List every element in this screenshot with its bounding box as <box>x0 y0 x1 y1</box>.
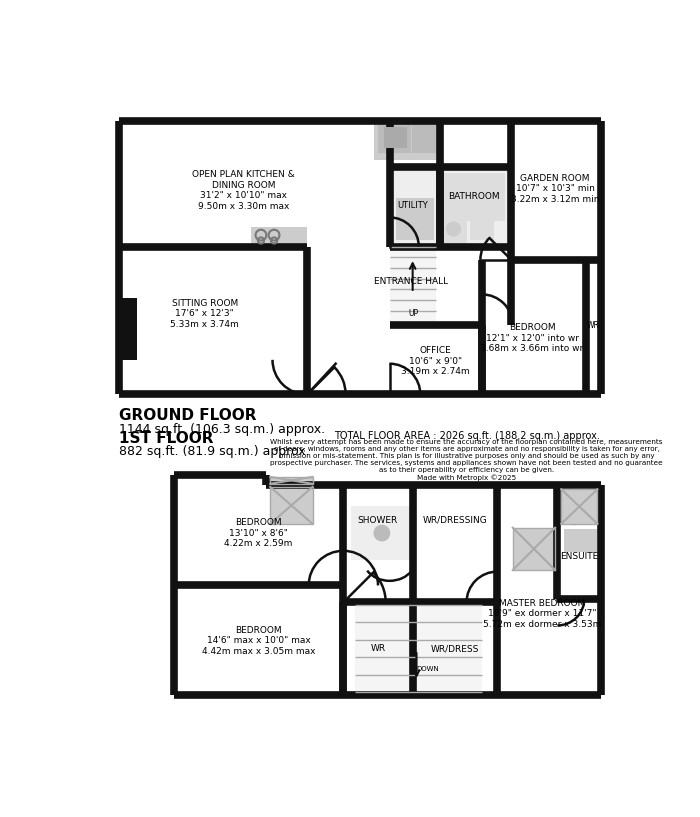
Bar <box>118 247 307 395</box>
Bar <box>413 485 497 602</box>
Text: UTILITY: UTILITY <box>398 201 428 210</box>
Text: BEDROOM
12'1" x 12'0" into wr
3.68m x 3.66m into wr: BEDROOM 12'1" x 12'0" into wr 3.68m x 3.… <box>480 324 584 353</box>
Bar <box>564 529 598 552</box>
Text: BEDROOM
14'6" max x 10'0" max
4.42m max x 3.05m max: BEDROOM 14'6" max x 10'0" max 4.42m max … <box>202 626 316 656</box>
Text: WR/DRESS: WR/DRESS <box>430 644 480 653</box>
Bar <box>512 528 555 570</box>
Bar <box>511 121 601 260</box>
Bar <box>174 586 344 694</box>
Text: WR: WR <box>370 644 386 653</box>
Text: TOTAL FLOOR AREA : 2026 sq.ft. (188.2 sq.m.) approx.: TOTAL FLOOR AREA : 2026 sq.ft. (188.2 sq… <box>334 431 599 440</box>
Bar <box>378 123 411 154</box>
Text: 882 sq.ft. (81.9 sq.m.) approx.: 882 sq.ft. (81.9 sq.m.) approx. <box>118 445 309 458</box>
Bar <box>307 247 389 395</box>
Text: MASTER BEDROOM
18'9" ex dormer x 11'7"
5.72m ex dormer x 3.53m: MASTER BEDROOM 18'9" ex dormer x 11'7" 5… <box>483 599 601 629</box>
Text: OPEN PLAN KITCHEN &
DINING ROOM
31'2" x 10'10" max
9.50m x 3.30m max: OPEN PLAN KITCHEN & DINING ROOM 31'2" x … <box>192 170 295 211</box>
Bar <box>270 477 313 484</box>
Bar <box>118 298 137 359</box>
Bar <box>344 602 413 694</box>
Bar <box>389 247 435 321</box>
Circle shape <box>564 503 585 525</box>
Text: WR: WR <box>587 321 599 330</box>
Text: DOWN: DOWN <box>416 667 440 672</box>
Text: OFFICE
10'6" x 9'0"
3.19m x 2.74m: OFFICE 10'6" x 9'0" 3.19m x 2.74m <box>401 346 470 377</box>
Bar <box>497 485 601 694</box>
Bar <box>482 260 601 395</box>
Text: SITTING ROOM
17'6" x 12'3"
5.33m x 3.74m: SITTING ROOM 17'6" x 12'3" 5.33m x 3.74m <box>170 299 239 328</box>
Bar <box>270 487 313 524</box>
Bar <box>512 528 555 570</box>
Text: ENTRANCE HALL: ENTRANCE HALL <box>374 277 448 286</box>
Text: BEDROOM
13'10" x 8'6"
4.22m x 2.59m: BEDROOM 13'10" x 8'6" 4.22m x 2.59m <box>225 518 293 548</box>
Circle shape <box>360 511 403 555</box>
Bar <box>561 489 598 524</box>
Bar <box>395 199 434 240</box>
Text: ENSUITE: ENSUITE <box>560 551 598 560</box>
Bar <box>413 602 497 694</box>
Text: GROUND FLOOR: GROUND FLOOR <box>118 408 256 423</box>
Bar <box>440 221 466 244</box>
Bar <box>251 227 307 247</box>
Bar <box>374 121 440 159</box>
Text: SHOWER: SHOWER <box>358 516 398 525</box>
Circle shape <box>447 222 461 236</box>
Bar <box>270 487 313 524</box>
Bar <box>470 221 494 240</box>
Bar <box>351 507 413 560</box>
Bar <box>384 127 407 148</box>
Bar <box>561 489 598 524</box>
Bar <box>355 605 482 693</box>
Text: GARDEN ROOM
10'7" x 10'3" min
3.22m x 3.12m min: GARDEN ROOM 10'7" x 10'3" min 3.22m x 3.… <box>511 174 599 203</box>
Bar <box>392 172 438 244</box>
Bar <box>440 170 508 244</box>
Bar <box>344 485 413 602</box>
Bar <box>412 123 438 154</box>
Bar <box>444 172 505 221</box>
Bar <box>118 121 440 247</box>
Bar <box>389 167 440 247</box>
Text: 1ST FLOOR: 1ST FLOOR <box>118 431 213 446</box>
Bar <box>174 485 344 586</box>
Text: UP: UP <box>408 309 419 318</box>
Text: Whilst every attempt has been made to ensure the accuracy of the floorplan conta: Whilst every attempt has been made to en… <box>270 440 663 481</box>
Circle shape <box>374 525 389 541</box>
Text: BATHROOM: BATHROOM <box>449 192 500 201</box>
Bar <box>440 167 511 247</box>
Bar <box>389 325 482 395</box>
Bar <box>270 477 313 484</box>
Bar <box>389 247 511 325</box>
Text: WR/DRESSING: WR/DRESSING <box>423 516 487 525</box>
Text: 1144 sq.ft. (106.3 sq.m.) approx.: 1144 sq.ft. (106.3 sq.m.) approx. <box>118 423 325 436</box>
